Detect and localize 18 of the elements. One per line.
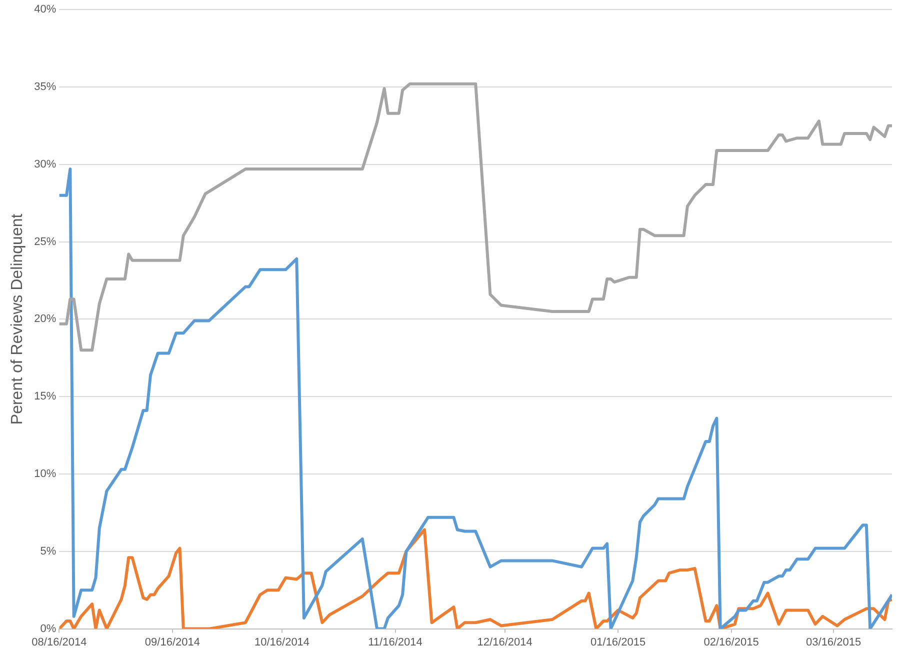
x-tick-label: 03/16/2015 [806, 636, 862, 648]
y-tick-label: 40% [34, 4, 56, 16]
x-tick-label: 10/16/2014 [254, 636, 310, 648]
x-tick-label: 12/16/2014 [477, 636, 532, 648]
y-tick-label: 10% [34, 468, 56, 480]
y-tick-label: 30% [34, 158, 56, 170]
x-tick-label: 02/16/2015 [704, 636, 759, 648]
y-tick-label: 35% [34, 81, 56, 94]
y-tick-label: 25% [34, 236, 56, 248]
x-tick-label: 09/16/2014 [144, 636, 200, 648]
x-tick-label: 01/16/2015 [590, 636, 646, 648]
y-tick-label: 20% [34, 313, 56, 326]
x-tick-label: 11/16/2014 [368, 636, 422, 648]
y-axis-title: Perent of Reviews Delinquent [9, 213, 26, 425]
x-tick-label: 08/16/2014 [32, 636, 87, 648]
y-tick-label: 5% [40, 545, 56, 558]
y-tick-label: 15% [34, 390, 56, 403]
y-tick-label: 0% [40, 622, 56, 635]
